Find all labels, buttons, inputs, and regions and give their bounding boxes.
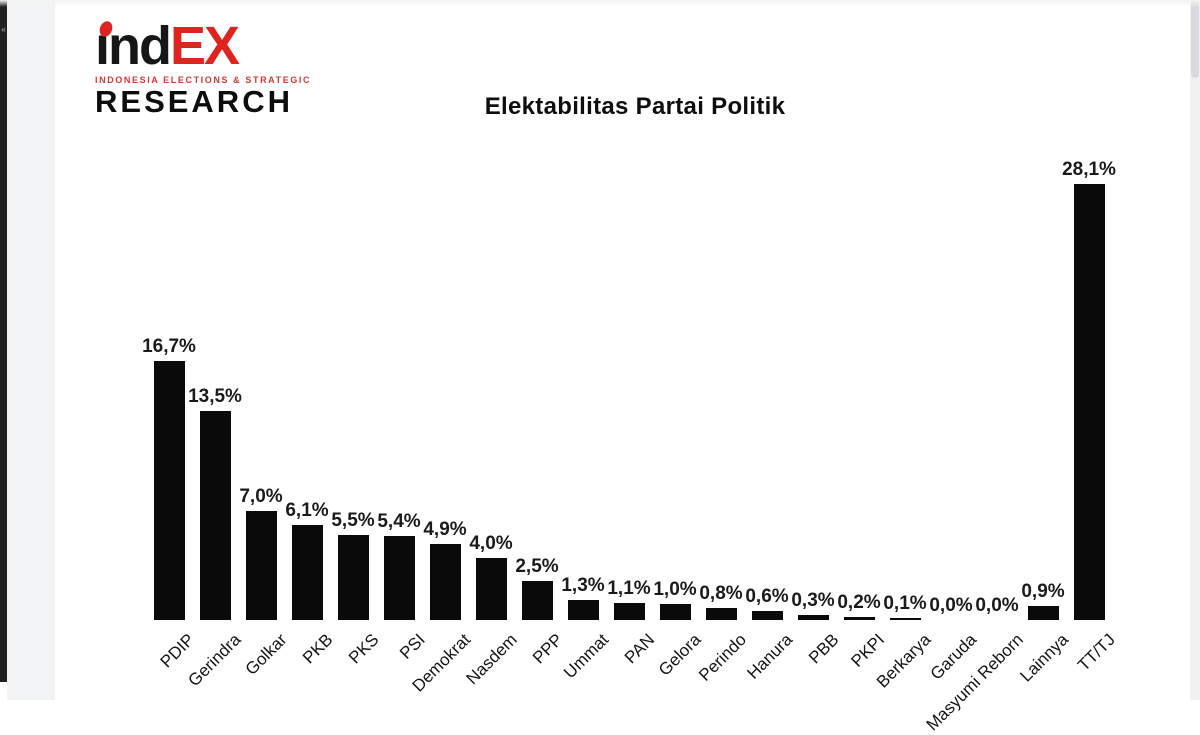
bar-Lainnya [1028, 606, 1059, 620]
bar-Nasdem [476, 558, 507, 620]
x-axis-label: Golkar [241, 630, 291, 679]
x-axis-label: PKB [298, 630, 337, 668]
bar-chart: 16,7% PDIP 13,5% Gerindra 7,0% Golkar 6,1% PKB 5… [142, 159, 1119, 734]
bar-PDIP [154, 361, 185, 620]
bar-PBB [798, 615, 829, 620]
logo-wordmark: ındEX [95, 19, 295, 73]
bar-PKPI [844, 617, 875, 620]
bar-value-label: 0,3% [791, 590, 835, 611]
bar-PKB [292, 525, 323, 620]
bar-Gelora [660, 604, 691, 620]
bar-value-label: 0,9% [1021, 581, 1065, 602]
x-axis-label: Perindo [695, 630, 751, 685]
logo-text-ex: EX [169, 16, 240, 76]
bar-value-label: 4,9% [423, 519, 467, 540]
bar-value-label: 1,3% [561, 575, 605, 596]
vertical-scrollbar[interactable] [1190, 0, 1200, 700]
x-axis-label: TT/TJ [1073, 630, 1119, 675]
x-axis-label: PPP [528, 630, 567, 668]
bar-PAN [614, 603, 645, 620]
bar-Perindo [706, 608, 737, 620]
bar-Berkarya [890, 618, 921, 620]
bar-value-label: 5,5% [331, 510, 375, 531]
bar-value-label: 1,0% [653, 579, 697, 600]
x-axis-label: Hanura [743, 630, 797, 683]
bar-value-label: 0,0% [929, 595, 973, 616]
bar-value-label: 0,2% [837, 592, 881, 613]
x-axis-label: PBB [804, 630, 843, 668]
x-axis-label: Nasdem [462, 630, 521, 689]
bar-Ummat [568, 600, 599, 620]
bar-value-label: 0,0% [975, 595, 1019, 616]
bar-value-label: 6,1% [285, 500, 329, 521]
bar-value-label: 7,0% [239, 486, 283, 507]
x-axis-label: PSI [395, 630, 429, 663]
bar-PPP [522, 581, 553, 620]
x-axis-label: PKS [344, 630, 383, 668]
bar-Hanura [752, 611, 783, 620]
scrollbar-thumb[interactable] [1191, 0, 1199, 78]
bar-value-label: 2,5% [515, 556, 559, 577]
bar-Golkar [246, 511, 277, 620]
x-axis-label: Ummat [560, 630, 613, 683]
collapsed-sidebar-rail[interactable]: « [0, 0, 7, 682]
x-axis-label: PDIP [156, 630, 199, 672]
bar-Gerindra [200, 411, 231, 620]
collapse-panel-icon[interactable]: « [1, 25, 6, 34]
logo-text-research: RESEARCH [95, 84, 293, 119]
left-panel-gutter [7, 0, 55, 700]
bar-value-label: 0,6% [745, 586, 789, 607]
bar-value-label: 28,1% [1062, 159, 1116, 180]
bar-value-label: 13,5% [188, 386, 242, 407]
x-axis-label: PAN [621, 630, 659, 668]
bar-value-label: 0,1% [883, 593, 927, 614]
bar-value-label: 0,8% [699, 583, 743, 604]
logo-tagline: INDONESIA ELECTIONS & STRATEGIC [95, 75, 312, 85]
x-axis-label: Lainnya [1016, 630, 1073, 686]
bar-Demokrat [430, 544, 461, 620]
bar-TT/TJ [1074, 184, 1105, 620]
index-research-logo: ındEX INDONESIA ELECTIONS & STRATEGIC RE… [95, 19, 312, 119]
x-axis-label: PKPI [847, 630, 889, 671]
bar-PSI [384, 536, 415, 620]
bar-value-label: 5,4% [377, 511, 421, 532]
chart-title: Elektabilitas Partai Politik [484, 93, 786, 120]
bar-value-label: 16,7% [142, 336, 196, 357]
bar-PKS [338, 535, 369, 620]
bar-value-label: 1,1% [607, 578, 651, 599]
bar-value-label: 4,0% [469, 533, 513, 554]
